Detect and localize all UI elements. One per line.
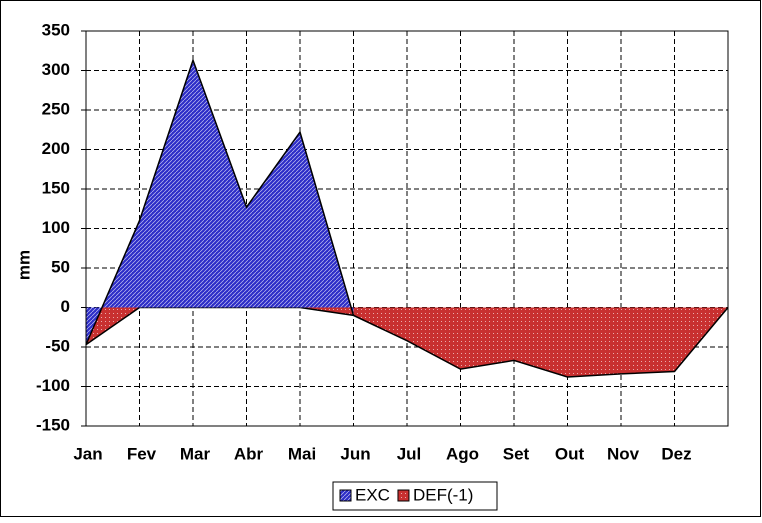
legend-label: DEF(-1) <box>413 485 473 504</box>
plot-border <box>85 30 729 427</box>
area-fill <box>86 307 728 378</box>
y-tick-label: -50 <box>45 336 70 355</box>
y-tick-label: -100 <box>36 376 70 395</box>
legend-swatch <box>397 489 410 502</box>
legend-swatch <box>339 489 352 502</box>
x-tick-label: Abr <box>234 444 264 463</box>
legend-label: EXC <box>355 485 390 504</box>
x-tick-label: Mar <box>180 444 211 463</box>
legend: EXC DEF(-1) <box>332 481 498 511</box>
x-tick-label: Nov <box>607 444 640 463</box>
x-tick-label: Jul <box>397 444 422 463</box>
x-tick-label: Fev <box>127 444 157 463</box>
x-tick-label: Jan <box>73 444 102 463</box>
y-tick-label: 250 <box>42 99 70 118</box>
y-tick-label: 350 <box>42 20 70 39</box>
x-tick-label: Ago <box>446 444 479 463</box>
y-tick-label: 100 <box>42 218 70 237</box>
legend-box <box>332 481 498 511</box>
x-tick-label: Set <box>503 444 530 463</box>
y-tick-label: 200 <box>42 139 70 158</box>
x-tick-label: Out <box>555 444 585 463</box>
y-tick-label: 150 <box>42 178 70 197</box>
x-tick-label: Dez <box>661 444 691 463</box>
area-line <box>85 57 355 345</box>
y-tick-label: -150 <box>36 415 70 434</box>
y-tick-label: 50 <box>51 257 70 276</box>
y-axis-label: mm <box>14 250 33 280</box>
x-tick-label: Jun <box>340 444 370 463</box>
y-tick-label: 300 <box>42 60 70 79</box>
y-tick-label: 0 <box>61 297 70 316</box>
x-tick-label: Mai <box>288 444 316 463</box>
area-fill <box>86 60 354 345</box>
